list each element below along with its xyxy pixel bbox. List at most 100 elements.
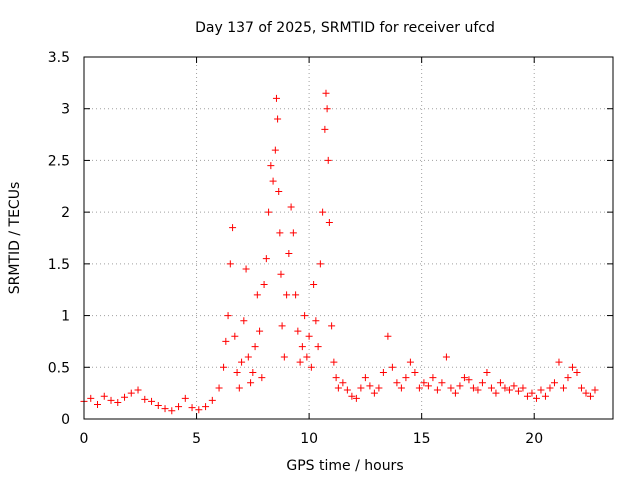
data-point — [222, 337, 230, 345]
data-point — [274, 115, 282, 123]
x-tick-label: 10 — [300, 431, 318, 447]
data-point — [321, 125, 329, 133]
data-point — [568, 363, 576, 371]
data-point — [220, 363, 228, 371]
data-point — [541, 392, 549, 400]
data-point — [296, 358, 304, 366]
data-point — [384, 332, 392, 340]
data-point — [269, 177, 277, 185]
data-point — [188, 404, 196, 412]
data-point — [456, 382, 464, 390]
x-tick-labels: 0 5 10 15 20 — [80, 431, 544, 447]
data-point — [251, 343, 259, 351]
data-points — [80, 89, 599, 415]
data-point — [546, 384, 554, 392]
data-point — [244, 353, 252, 361]
data-point — [528, 389, 536, 397]
data-point — [582, 389, 590, 397]
y-axis-label: SRMTID / TECUs — [7, 182, 23, 295]
data-point — [319, 208, 327, 216]
data-point — [307, 363, 315, 371]
y-tick-label: 2.5 — [48, 153, 70, 169]
data-point — [442, 353, 450, 361]
data-point — [278, 322, 286, 330]
data-point — [478, 379, 486, 387]
data-point — [519, 384, 527, 392]
data-point — [94, 401, 102, 409]
data-point — [285, 250, 293, 258]
y-tick-label: 0.5 — [48, 360, 70, 376]
data-point — [505, 386, 513, 394]
data-point — [258, 374, 266, 382]
data-point — [249, 368, 257, 376]
data-point — [332, 374, 340, 382]
data-point — [235, 384, 243, 392]
data-point — [370, 389, 378, 397]
data-point — [242, 265, 250, 273]
y-tick-label: 1.5 — [48, 257, 70, 273]
data-point — [148, 397, 156, 405]
data-point — [292, 291, 300, 299]
data-point — [208, 396, 216, 404]
data-point — [496, 379, 504, 387]
data-point — [550, 379, 558, 387]
data-point — [168, 407, 176, 415]
data-point — [312, 317, 320, 325]
data-point — [280, 353, 288, 361]
data-point — [301, 312, 309, 320]
data-point — [161, 405, 169, 413]
chart-title: Day 137 of 2025, SRMTID for receiver ufc… — [195, 20, 495, 36]
x-tick-label: 0 — [80, 431, 89, 447]
data-point — [352, 394, 360, 402]
data-point — [433, 386, 441, 394]
data-point — [310, 281, 318, 289]
data-point — [564, 374, 572, 382]
y-tick-label: 3 — [61, 102, 70, 118]
data-point — [514, 387, 522, 395]
data-point — [451, 389, 459, 397]
data-point — [195, 406, 203, 414]
data-point — [393, 379, 401, 387]
data-point — [501, 384, 509, 392]
data-point — [276, 229, 284, 237]
data-point — [134, 386, 142, 394]
data-point — [492, 389, 500, 397]
data-point — [240, 317, 248, 325]
data-point — [175, 403, 183, 411]
data-point — [429, 374, 437, 382]
data-point — [272, 94, 280, 102]
data-point — [265, 208, 273, 216]
data-point — [330, 358, 338, 366]
data-point — [100, 392, 108, 400]
data-point — [127, 389, 135, 397]
data-point — [253, 291, 261, 299]
data-point — [298, 343, 306, 351]
data-point — [314, 343, 322, 351]
x-tick-label: 15 — [413, 431, 431, 447]
data-point — [271, 146, 279, 154]
data-point — [325, 218, 333, 226]
data-point — [114, 398, 122, 406]
data-point — [379, 368, 387, 376]
data-point — [348, 392, 356, 400]
data-point — [487, 384, 495, 392]
y-tick-label: 2 — [61, 205, 70, 221]
data-point — [510, 382, 518, 390]
data-point — [366, 382, 374, 390]
data-point — [577, 384, 585, 392]
data-point — [238, 358, 246, 366]
data-point — [523, 392, 531, 400]
grid-lines — [84, 57, 613, 419]
data-point — [334, 384, 342, 392]
data-point — [465, 376, 473, 384]
data-point — [424, 382, 432, 390]
data-point — [289, 229, 297, 237]
data-point — [107, 396, 115, 404]
data-point — [483, 368, 491, 376]
data-point — [328, 322, 336, 330]
y-tick-labels: 0 0.5 1 1.5 2 2.5 3 3.5 — [48, 50, 70, 428]
data-point — [420, 379, 428, 387]
data-point — [305, 332, 313, 340]
data-point — [406, 358, 414, 366]
data-point — [357, 384, 365, 392]
